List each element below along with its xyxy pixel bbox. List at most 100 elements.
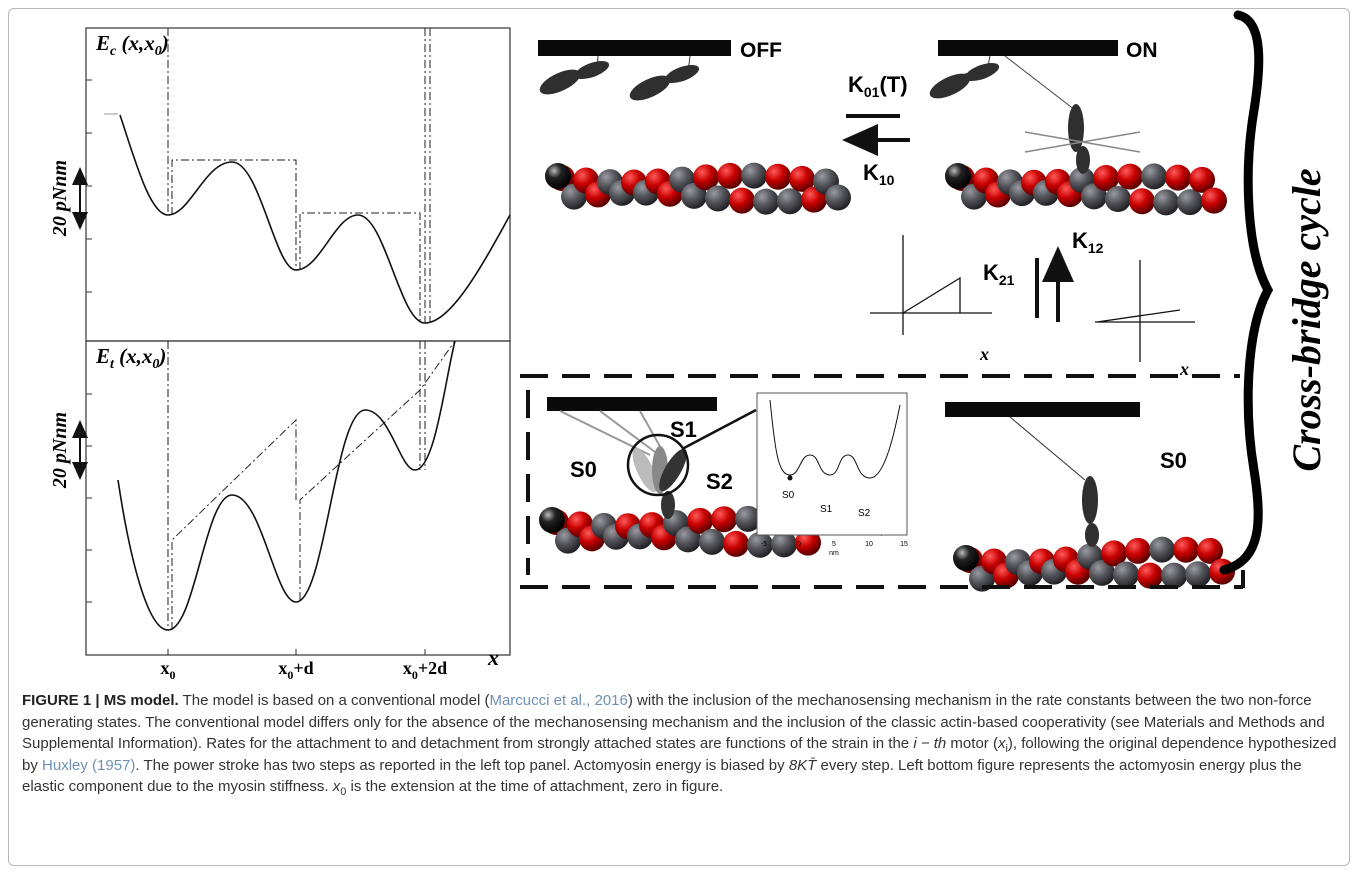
thick-filament [538, 40, 731, 56]
caption-math: 8KT̄ [788, 756, 817, 774]
caption-math: x [332, 778, 341, 795]
caption-text: The model is based on a conventional mod… [178, 692, 490, 709]
rate-arrows [846, 116, 910, 140]
thick-filament [938, 40, 1118, 56]
label-part: E [95, 31, 110, 55]
y-scale-label: 20 pNnm [49, 160, 71, 237]
energy-curve [117, 340, 456, 631]
actin-bead [1093, 165, 1119, 192]
label-part: ) [157, 344, 166, 368]
label-part: +2d [418, 658, 447, 678]
label-sub: 0 [155, 44, 162, 59]
caption-text: is the extension at the time of attachme… [346, 778, 724, 795]
label-sub: c [110, 44, 117, 59]
myosin-heads [1009, 416, 1099, 547]
caption-math: x [997, 735, 1006, 752]
actin-bead [789, 165, 815, 192]
label-part: x [278, 658, 287, 678]
label-part: E [95, 344, 110, 368]
actin-bead [795, 529, 821, 556]
cycle-label: Cross-bridge cycle [1284, 168, 1329, 471]
inset-label: S1 [820, 504, 833, 515]
rate-label: K21 [983, 260, 1015, 288]
label-sub: 12 [1088, 240, 1104, 256]
actin-bead [771, 531, 797, 558]
label-part: K [983, 260, 999, 285]
actin-bead [1189, 166, 1215, 193]
inset-tick: 0 [797, 541, 801, 548]
caption-sub: i [1005, 743, 1008, 755]
dashed-box [520, 374, 1245, 589]
label-part: (x,x [116, 31, 155, 55]
actin-end [953, 545, 979, 571]
axis-label: x [1179, 359, 1189, 379]
actin-bead [1117, 163, 1143, 190]
myosin-heads [929, 55, 1141, 174]
inset-plot: S0 S1 S2 -5 0 5 10 15 nm [756, 392, 908, 557]
actin-bead [747, 531, 773, 558]
inset-axis-label: nm [829, 550, 839, 557]
actin-bead [717, 162, 743, 189]
inset-label: S0 [782, 490, 795, 501]
actin-bead [1113, 561, 1139, 588]
caption-label: FIGURE 1 | MS model. [22, 692, 179, 709]
state-label: ON [1126, 39, 1158, 62]
state-label: S1 [670, 417, 697, 442]
label-part: x [161, 658, 170, 678]
label-part: x [403, 658, 412, 678]
actin-end [545, 163, 571, 189]
caption-text: motor ( [946, 735, 998, 752]
panel-ticks [86, 79, 426, 655]
label-part: K [848, 72, 864, 97]
actin-filament [945, 163, 1227, 216]
actin-bead [1161, 562, 1187, 589]
citation-link[interactable]: Marcucci et al., 2016 [489, 692, 628, 709]
actin-filament [953, 536, 1235, 592]
figure-frame [8, 8, 1350, 866]
thick-filament [547, 397, 717, 411]
label-sub: 10 [879, 172, 895, 188]
x-tick-label: x0+d [278, 658, 313, 680]
actin-bead [1165, 164, 1191, 191]
top-panel-frame [85, 27, 511, 342]
actin-bead [675, 526, 701, 553]
actin-bead [1153, 189, 1179, 216]
actin-bead [1149, 536, 1175, 563]
energy-panels: 20 pNnm 20 pNnm Ec (x,x0) Et (x,x0) x0 x… [49, 27, 511, 680]
actin-filament [545, 162, 851, 215]
y-scale-label: 20 pNnm [49, 412, 71, 489]
actin-bead [711, 506, 737, 533]
actin-bead [705, 185, 731, 212]
inset-label: S2 [858, 508, 871, 519]
axis-label: x [979, 344, 989, 364]
panel-label: Et (x,x0) [95, 344, 166, 372]
label-sub: t [110, 357, 115, 372]
thick-filament [945, 402, 1140, 417]
brace [1219, 10, 1274, 575]
inset-tick: -5 [761, 541, 767, 548]
label-part: ) [160, 31, 169, 55]
actin-bead [741, 162, 767, 189]
actin-bead [765, 163, 791, 190]
actin-bead [1125, 537, 1151, 564]
caption-text: ) with the inclusion of the mechanosensi… [22, 692, 1325, 752]
actin-bead [753, 188, 779, 215]
myosin-heads [539, 55, 700, 101]
rate-label: K12 [1072, 228, 1104, 256]
actin-bead [1141, 163, 1167, 190]
rate-label: K01(T) [848, 72, 908, 100]
dash-dot-guide [167, 340, 456, 630]
label-sub: 0 [170, 668, 176, 680]
citation-link[interactable]: Huxley (1957) [42, 756, 136, 774]
inset-tick: 15 [900, 541, 908, 548]
power-stroke [559, 408, 900, 536]
actin-bead [1197, 537, 1223, 564]
inset-tick: 10 [865, 541, 873, 548]
x-axis-label: x [487, 645, 499, 670]
actin-bead [777, 188, 803, 215]
state-label: S2 [706, 469, 733, 494]
actin-bead [1081, 183, 1107, 210]
actin-bead [681, 182, 707, 209]
label-part: (T) [879, 72, 907, 97]
caption-text: every step. Left bottom figure represent… [22, 756, 1302, 796]
